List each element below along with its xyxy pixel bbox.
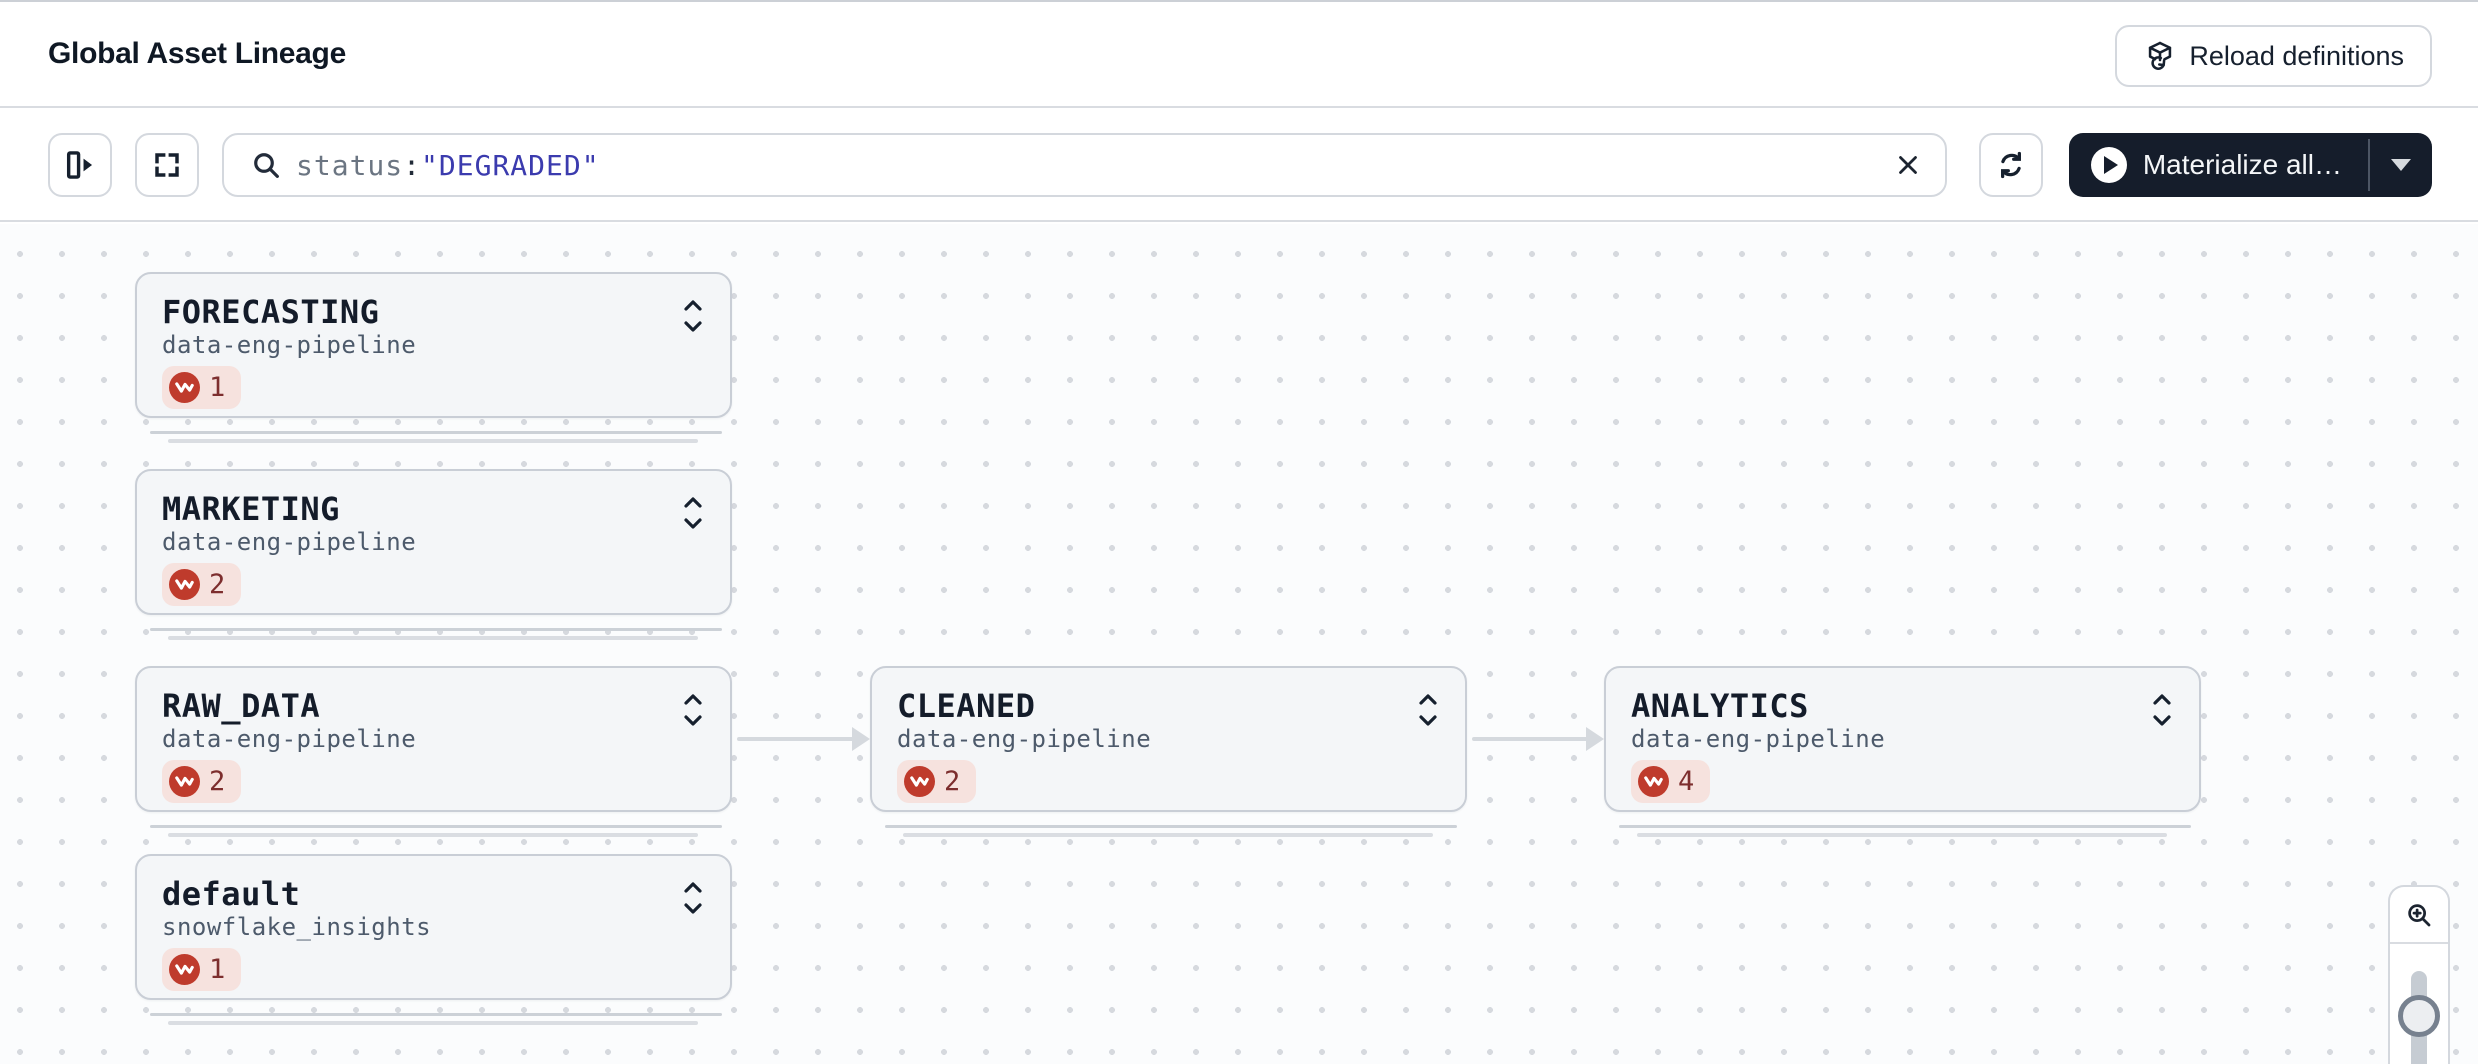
lineage-edge (737, 737, 854, 741)
degraded-zigzag-icon (169, 954, 200, 985)
group-name: default (162, 875, 301, 913)
degraded-status-badge: 1 (162, 948, 242, 991)
degraded-zigzag-icon (169, 372, 200, 403)
group-name: ANALYTICS (1631, 687, 1809, 725)
node-stack-shadow (168, 1021, 698, 1025)
node-stack-shadow (1637, 833, 2167, 837)
degraded-status-badge: 1 (162, 366, 242, 409)
asset-group-node[interactable]: RAW_DATA data-eng-pipeline 2 (135, 666, 732, 812)
node-stack-shadow (903, 833, 1433, 837)
fullscreen-icon (151, 149, 183, 181)
node-stack-shadow (1619, 825, 2191, 828)
degraded-count: 2 (209, 569, 226, 600)
degraded-status-badge: 2 (162, 760, 242, 803)
node-stack-shadow (150, 628, 722, 631)
asset-filter-input[interactable]: status:"DEGRADED" (222, 133, 1947, 197)
group-name: MARKETING (162, 490, 340, 528)
expand-group-icon[interactable] (680, 878, 706, 918)
fit-view-button[interactable] (135, 133, 199, 197)
degraded-status-badge: 2 (162, 563, 242, 606)
zoom-slider-handle[interactable] (2398, 995, 2440, 1037)
expand-group-icon[interactable] (680, 296, 706, 336)
materialize-all-button[interactable]: Materialize all… (2069, 133, 2368, 197)
lineage-toolbar: status:"DEGRADED" Materializ (0, 110, 2478, 222)
degraded-count: 1 (209, 372, 226, 403)
expand-group-icon[interactable] (680, 493, 706, 533)
asset-group-node[interactable]: default snowflake_insights 1 (135, 854, 732, 1000)
group-code-location: data-eng-pipeline (897, 725, 1152, 753)
chevron-down-icon (2391, 159, 2411, 171)
materialize-options-button[interactable] (2370, 133, 2432, 197)
search-icon (250, 149, 282, 181)
page-header: Global Asset Lineage Reload definitions (0, 2, 2478, 108)
degraded-zigzag-icon (1638, 766, 1669, 797)
group-code-location: data-eng-pipeline (1631, 725, 1886, 753)
group-code-location: snowflake_insights (162, 913, 432, 941)
zoom-control (2388, 885, 2450, 1064)
degraded-zigzag-icon (169, 766, 200, 797)
zoom-in-button[interactable] (2390, 887, 2448, 944)
group-name: FORECASTING (162, 293, 380, 331)
asset-group-node[interactable]: FORECASTING data-eng-pipeline 1 (135, 272, 732, 418)
zoom-in-icon (2404, 900, 2434, 930)
group-name: CLEANED (897, 687, 1036, 725)
group-name: RAW_DATA (162, 687, 321, 725)
node-stack-shadow (150, 1013, 722, 1016)
lineage-canvas[interactable]: FORECASTING data-eng-pipeline 1 MARKETIN… (0, 224, 2478, 1064)
materialize-all-split-button: Materialize all… (2068, 133, 2432, 197)
lineage-edge-arrowhead (1586, 727, 1604, 751)
materialize-all-label: Materialize all… (2142, 149, 2342, 180)
degraded-count: 2 (944, 766, 961, 797)
filter-field: status (296, 148, 404, 182)
page-title: Global Asset Lineage (48, 37, 346, 70)
node-stack-shadow (150, 825, 722, 828)
clear-filter-icon[interactable] (1893, 150, 1923, 180)
refresh-icon (1994, 148, 2028, 182)
toggle-sidebar-button[interactable] (48, 133, 112, 197)
degraded-zigzag-icon (904, 766, 935, 797)
degraded-zigzag-icon (169, 569, 200, 600)
materialize-play-icon (2090, 147, 2127, 183)
expand-group-icon[interactable] (2149, 690, 2175, 730)
degraded-status-badge: 4 (1631, 760, 1711, 803)
expand-group-icon[interactable] (1415, 690, 1441, 730)
filter-colon: : (403, 148, 422, 182)
degraded-count: 1 (209, 954, 226, 985)
reload-definitions-label: Reload definitions (2189, 40, 2404, 71)
asset-group-node[interactable]: MARKETING data-eng-pipeline 2 (135, 469, 732, 615)
materialize-divider (2368, 139, 2370, 191)
node-stack-shadow (168, 636, 698, 640)
degraded-count: 2 (209, 766, 226, 797)
node-stack-shadow (168, 439, 698, 443)
degraded-count: 4 (1678, 766, 1695, 797)
filter-value: "DEGRADED" (421, 148, 600, 182)
degraded-status-badge: 2 (897, 760, 977, 803)
filter-query-text[interactable]: status:"DEGRADED" (296, 149, 1879, 182)
lineage-edge (1472, 737, 1588, 741)
open-panel-icon (63, 148, 97, 182)
asset-group-node[interactable]: CLEANED data-eng-pipeline 2 (870, 666, 1467, 812)
node-stack-shadow (150, 431, 722, 434)
lineage-edge-arrowhead (852, 727, 870, 751)
reload-box-icon (2143, 39, 2177, 73)
group-code-location: data-eng-pipeline (162, 331, 417, 359)
group-code-location: data-eng-pipeline (162, 528, 417, 556)
asset-group-node[interactable]: ANALYTICS data-eng-pipeline 4 (1604, 666, 2201, 812)
node-stack-shadow (168, 833, 698, 837)
group-code-location: data-eng-pipeline (162, 725, 417, 753)
expand-group-icon[interactable] (680, 690, 706, 730)
top-divider (0, 0, 2478, 2)
refresh-button[interactable] (1978, 133, 2043, 197)
reload-definitions-button[interactable]: Reload definitions (2115, 25, 2432, 87)
node-stack-shadow (885, 825, 1457, 828)
